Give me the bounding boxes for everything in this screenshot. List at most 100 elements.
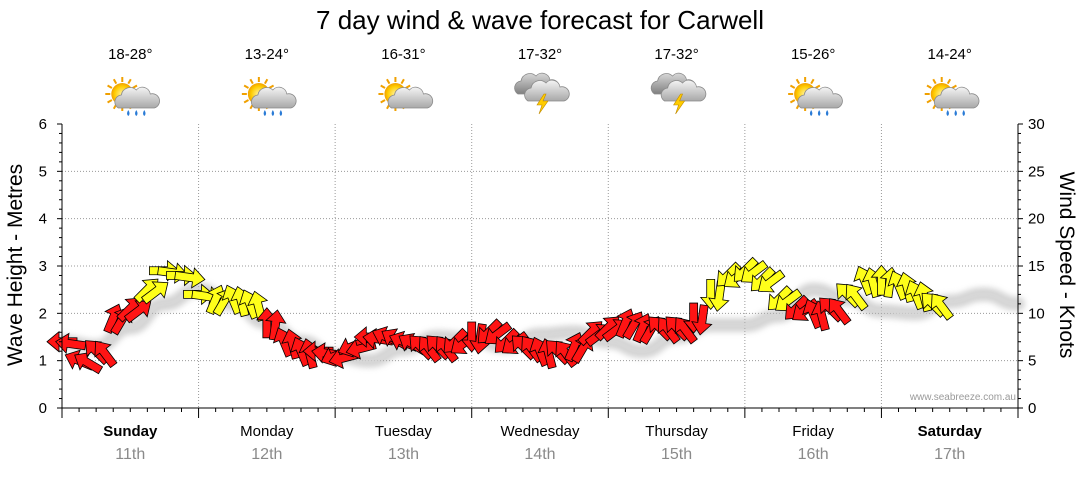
wind-arrow [123, 300, 152, 324]
sun-ray [405, 84, 411, 89]
wind-arrow [930, 293, 954, 321]
temperature-range: 17-32° [654, 46, 698, 63]
y-tick-label-right: 30 [1028, 116, 1045, 133]
wind-arrow [828, 298, 852, 326]
cloud-shape [251, 86, 297, 109]
date-label: 16th [798, 446, 829, 463]
sun-ray [815, 84, 821, 89]
sun-ray [789, 84, 796, 89]
sun-ray [107, 99, 113, 104]
temperature-range: 16-31° [381, 46, 425, 63]
lightning-bolt [536, 93, 549, 115]
temperature-range: 18-28° [108, 46, 152, 63]
chart-title: 7 day wind & wave forecast for Carwell [316, 5, 764, 35]
wind-arrow [174, 267, 206, 289]
rain-drop [143, 110, 146, 116]
thunderstorm-icon [650, 72, 707, 115]
watermark-text: www.seabreeze.com.au [909, 392, 1016, 403]
date-label: 15th [661, 446, 692, 463]
sun-ray [380, 99, 386, 104]
sun-ray [127, 78, 132, 85]
sun-ray [112, 78, 118, 85]
wind-arrow [140, 281, 169, 305]
sun-ray [107, 84, 113, 89]
partly-cloudy-icon [378, 77, 434, 111]
y-tick-label-left: 2 [39, 305, 47, 322]
lightning-bolt [673, 93, 686, 115]
temperature-range: 15-26° [791, 46, 835, 63]
weather-forecast: 18-28° 13-24° 16-31° 17-32° 17-32° 15-26° 14-2… [105, 46, 980, 116]
sun-ray [932, 78, 937, 85]
sun-ray [926, 99, 932, 104]
sun-ray [951, 84, 957, 89]
day-label: Friday [792, 423, 834, 440]
wind-speed-series [46, 256, 954, 375]
partly-cloudy-showers-icon [788, 77, 843, 116]
y-tick-label-left: 6 [39, 116, 47, 133]
cloud-shape [797, 86, 843, 109]
sun-ray [249, 78, 254, 85]
sun-ray [243, 84, 249, 89]
partly-cloudy-showers-icon [241, 77, 297, 116]
day-label: Monday [240, 423, 294, 440]
sun-ray [789, 99, 796, 104]
grid-lines [62, 124, 1018, 408]
wind-arrow [757, 269, 786, 293]
sun-ray [386, 78, 391, 85]
day-labels: Sunday 11th Monday 12th Tuesday 13th Wednesday… [103, 423, 982, 463]
sun-ray [380, 84, 386, 89]
wind-arrow [691, 304, 713, 336]
wind-arrow [845, 283, 869, 312]
day-label: Thursday [645, 423, 708, 440]
sun-ray [795, 78, 801, 85]
rain-drop [135, 110, 138, 116]
date-label: 17th [934, 446, 965, 463]
rain-drop [127, 110, 130, 116]
day-label: Saturday [918, 423, 983, 440]
temperature-range: 17-32° [518, 46, 562, 63]
rain-drop [817, 110, 821, 116]
y-tick-label-left: 4 [39, 211, 47, 228]
axes: 0 1 2 3 4 5 6 0 5 10 15 20 25 30 [39, 116, 1045, 418]
rain-drop [263, 110, 267, 116]
temperature-range: 14-24° [928, 46, 972, 63]
y-tick-label-right: 25 [1028, 163, 1045, 180]
y-tick-label-left: 1 [39, 353, 47, 370]
sun-ray [243, 99, 249, 104]
wind-arrow [55, 332, 87, 355]
cloud-shape [660, 79, 707, 102]
day-label: Wednesday [501, 423, 580, 440]
wind-arrow [345, 338, 377, 360]
y-tick-label-right: 15 [1028, 258, 1045, 275]
date-label: 14th [524, 446, 555, 463]
day-label: Tuesday [375, 423, 432, 440]
rain-drop [825, 110, 829, 116]
cloud-shape [933, 86, 980, 109]
thunderstorm-icon [514, 72, 570, 115]
rain-drop [962, 110, 965, 116]
date-label: 11th [115, 446, 145, 463]
sun-ray [946, 78, 952, 85]
sun-ray [926, 84, 932, 89]
temperature-range: 13-24° [245, 46, 289, 63]
sun-ray [810, 78, 815, 85]
sun-ray [400, 78, 405, 85]
y-axis-label-left: Wave Height - Metres [4, 164, 27, 366]
rain-drop [271, 110, 275, 116]
rain-drop [809, 110, 813, 116]
rain-drop [946, 110, 949, 116]
wind-arrow [265, 309, 287, 341]
y-tick-label-right: 5 [1028, 353, 1036, 370]
rain-drop [954, 110, 957, 116]
y-tick-label-left: 3 [39, 258, 47, 275]
y-axis-label-right: Wind Speed - Knots [1055, 172, 1078, 359]
y-tick-label-left: 5 [39, 163, 47, 180]
partly-cloudy-showers-icon [105, 77, 160, 116]
y-tick-label-left: 0 [39, 400, 47, 417]
date-label: 13th [388, 446, 419, 463]
cloud-shape [524, 79, 570, 102]
cloud-shape [114, 86, 160, 109]
rain-drop [279, 110, 283, 116]
cloud-shape [387, 86, 434, 109]
